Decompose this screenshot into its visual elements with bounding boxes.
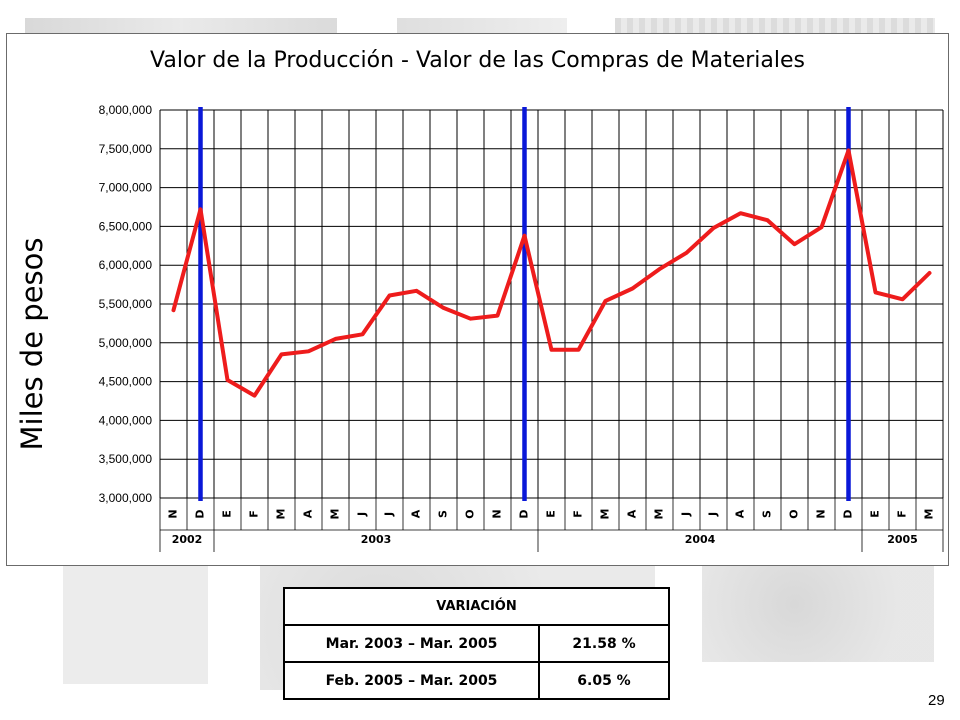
y-tick-label: 7,500,000 — [99, 142, 153, 156]
x-tick-label: A — [410, 509, 423, 518]
variation-table-header: VARIACIÓN — [283, 587, 670, 626]
x-tick-label: M — [599, 509, 612, 520]
x-tick-label: D — [518, 509, 531, 518]
background-photo-spring — [63, 566, 208, 684]
x-tick-label: A — [302, 509, 315, 518]
x-tick-label: J — [680, 512, 693, 517]
y-tick-label: 6,500,000 — [99, 219, 153, 233]
chart-frame: Valor de la Producción - Valor de las Co… — [6, 33, 949, 566]
chart-title: Valor de la Producción - Valor de las Co… — [150, 48, 805, 73]
x-tick-label: J — [356, 512, 369, 517]
x-tick-label: J — [707, 512, 720, 517]
x-tick-label: M — [329, 509, 342, 520]
x-tick-label: M — [275, 509, 288, 520]
x-tick-label: D — [842, 509, 855, 518]
x-tick-label: M — [923, 509, 936, 520]
year-label: 2004 — [685, 533, 716, 546]
x-tick-label: S — [437, 510, 450, 518]
year-label: 2003 — [361, 533, 392, 546]
y-tick-label: 4,500,000 — [99, 375, 153, 389]
x-tick-label: S — [761, 510, 774, 518]
x-tick-label: J — [383, 512, 396, 517]
x-tick-label: O — [464, 509, 477, 518]
table-row: Mar. 2003 – Mar. 2005 21.58 % — [283, 624, 670, 663]
y-tick-label: 4,000,000 — [99, 413, 153, 427]
x-tick-label: N — [167, 509, 180, 518]
x-tick-label: E — [869, 510, 882, 518]
variation-period: Feb. 2005 – Mar. 2005 — [283, 661, 540, 700]
variation-period: Mar. 2003 – Mar. 2005 — [283, 624, 540, 663]
x-tick-label: E — [221, 510, 234, 518]
y-tick-label: 3,500,000 — [99, 452, 153, 466]
x-tick-label: F — [248, 510, 261, 518]
variation-value: 21.58 % — [538, 624, 670, 663]
x-tick-label: N — [815, 509, 828, 518]
year-label: 2005 — [887, 533, 918, 546]
y-tick-label: 5,000,000 — [99, 336, 153, 350]
x-tick-label: F — [896, 510, 909, 518]
line-chart: 3,000,000 3,500,000 4,000,000 4,500,000 5,00… — [99, 103, 944, 552]
y-tick-label: 3,000,000 — [99, 491, 153, 505]
variation-value: 6.05 % — [538, 661, 670, 700]
x-tick-label: F — [572, 510, 585, 518]
y-tick-label: 5,500,000 — [99, 297, 153, 311]
x-tick-label: N — [491, 509, 504, 518]
x-tick-label: A — [626, 509, 639, 518]
year-label: 2002 — [172, 533, 203, 546]
y-tick-label: 8,000,000 — [99, 103, 153, 117]
y-tick-label: 6,000,000 — [99, 258, 153, 272]
x-tick-label: E — [545, 510, 558, 518]
x-tick-label: O — [788, 509, 801, 518]
y-tick-label: 7,000,000 — [99, 181, 153, 195]
x-tick-label: A — [734, 509, 747, 518]
page-number: 29 — [928, 692, 945, 709]
table-row: Feb. 2005 – Mar. 2005 6.05 % — [283, 661, 670, 700]
variation-table: VARIACIÓN Mar. 2003 – Mar. 2005 21.58 % … — [283, 587, 670, 700]
background-photo-ornament — [702, 566, 934, 662]
x-tick-label: D — [194, 509, 207, 518]
x-tick-label: M — [653, 509, 666, 520]
